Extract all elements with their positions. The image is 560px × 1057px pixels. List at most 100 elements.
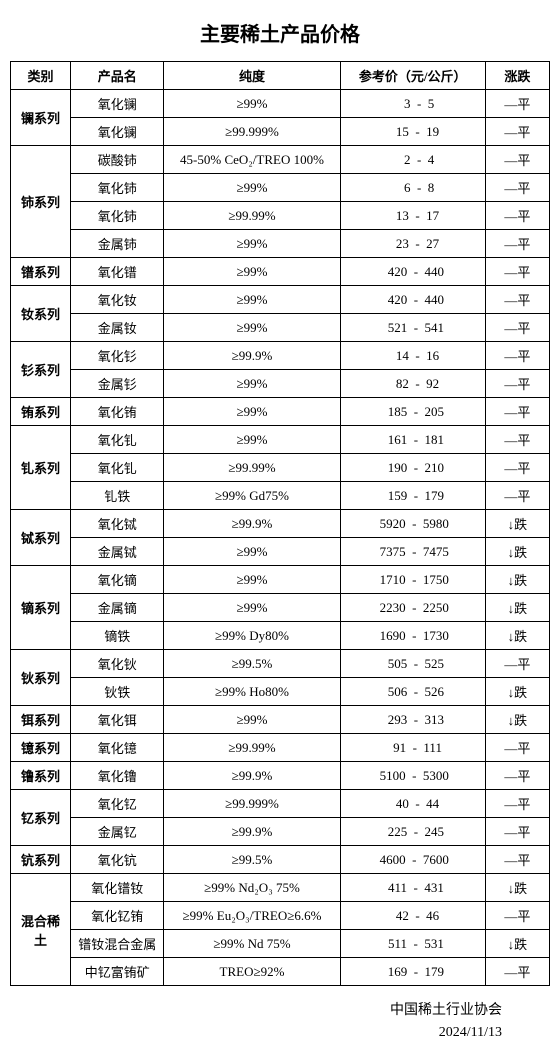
- price-cell: 293 - 313: [340, 706, 485, 734]
- price-cell: 13 - 17: [340, 202, 485, 230]
- price-cell: 4600 - 7600: [340, 846, 485, 874]
- table-row: 镨系列氧化镨≥99% 420 - 440—平: [11, 258, 550, 286]
- footer-org: 中国稀土行业协会: [10, 1000, 502, 1022]
- price-cell: 506 - 526: [340, 678, 485, 706]
- table-row: 镧系列氧化镧≥99% 3 - 5—平: [11, 90, 550, 118]
- footer-date: 2024/11/13: [10, 1022, 502, 1044]
- purity-cell: ≥99.5%: [164, 846, 340, 874]
- purity-cell: ≥99.99%: [164, 454, 340, 482]
- purity-cell: ≥99.9%: [164, 510, 340, 538]
- trend-cell: ↓跌: [485, 706, 549, 734]
- price-cell: 6 - 8: [340, 174, 485, 202]
- table-row: 镥系列氧化镥≥99.9% 5100 - 5300—平: [11, 762, 550, 790]
- price-cell: 1690 - 1730: [340, 622, 485, 650]
- purity-cell: ≥99% Nd 75%: [164, 930, 340, 958]
- purity-cell: ≥99%: [164, 706, 340, 734]
- purity-cell: ≥99%: [164, 286, 340, 314]
- trend-cell: ↓跌: [485, 594, 549, 622]
- trend-cell: ↓跌: [485, 538, 549, 566]
- purity-cell: ≥99.9%: [164, 818, 340, 846]
- product-cell: 氧化镨钕: [71, 874, 164, 902]
- product-cell: 金属镝: [71, 594, 164, 622]
- table-row: 铒系列氧化铒≥99% 293 - 313↓跌: [11, 706, 550, 734]
- price-cell: 42 - 46: [340, 902, 485, 930]
- table-row: 金属钐≥99% 82 - 92—平: [11, 370, 550, 398]
- col-category: 类别: [11, 62, 71, 90]
- price-cell: 15 - 19: [340, 118, 485, 146]
- trend-cell: —平: [485, 314, 549, 342]
- price-cell: 411 - 431: [340, 874, 485, 902]
- category-cell: 混合稀土: [11, 874, 71, 986]
- price-cell: 225 - 245: [340, 818, 485, 846]
- product-cell: 金属钐: [71, 370, 164, 398]
- price-cell: 82 - 92: [340, 370, 485, 398]
- product-cell: 氧化钇: [71, 790, 164, 818]
- purity-cell: 45-50% CeO₂/TREO 100%: [164, 146, 340, 174]
- category-cell: 钐系列: [11, 342, 71, 398]
- category-cell: 镨系列: [11, 258, 71, 286]
- table-row: 氧化镧≥99.999% 15 - 19—平: [11, 118, 550, 146]
- purity-cell: ≥99% Dy80%: [164, 622, 340, 650]
- trend-cell: —平: [485, 762, 549, 790]
- trend-cell: —平: [485, 398, 549, 426]
- price-cell: 5920 - 5980: [340, 510, 485, 538]
- price-cell: 23 - 27: [340, 230, 485, 258]
- purity-cell: ≥99%: [164, 398, 340, 426]
- price-cell: 505 - 525: [340, 650, 485, 678]
- product-cell: 碳酸铈: [71, 146, 164, 174]
- category-cell: 钕系列: [11, 286, 71, 342]
- trend-cell: —平: [485, 258, 549, 286]
- trend-cell: —平: [485, 230, 549, 258]
- price-cell: 161 - 181: [340, 426, 485, 454]
- product-cell: 氧化镧: [71, 90, 164, 118]
- product-cell: 氧化铈: [71, 174, 164, 202]
- trend-cell: —平: [485, 370, 549, 398]
- price-cell: 185 - 205: [340, 398, 485, 426]
- col-trend: 涨跌: [485, 62, 549, 90]
- price-cell: 40 - 44: [340, 790, 485, 818]
- purity-cell: ≥99% Nd₂O₃ 75%: [164, 874, 340, 902]
- price-cell: 7375 - 7475: [340, 538, 485, 566]
- price-cell: 190 - 210: [340, 454, 485, 482]
- price-cell: 91 - 111: [340, 734, 485, 762]
- price-cell: 5100 - 5300: [340, 762, 485, 790]
- purity-cell: ≥99%: [164, 258, 340, 286]
- product-cell: 镝铁: [71, 622, 164, 650]
- category-cell: 铽系列: [11, 510, 71, 566]
- table-row: 金属镝≥99% 2230 - 2250↓跌: [11, 594, 550, 622]
- product-cell: 氧化铽: [71, 510, 164, 538]
- purity-cell: ≥99%: [164, 426, 340, 454]
- trend-cell: —平: [485, 958, 549, 986]
- price-cell: 420 - 440: [340, 286, 485, 314]
- header-row: 类别 产品名 纯度 参考价（元/公斤） 涨跌: [11, 62, 550, 90]
- table-row: 钪系列氧化钪≥99.5% 4600 - 7600—平: [11, 846, 550, 874]
- product-cell: 金属铈: [71, 230, 164, 258]
- product-cell: 钆铁: [71, 482, 164, 510]
- price-cell: 511 - 531: [340, 930, 485, 958]
- table-row: 混合稀土氧化镨钕≥99% Nd₂O₃ 75% 411 - 431↓跌: [11, 874, 550, 902]
- page-title: 主要稀土产品价格: [10, 18, 550, 47]
- trend-cell: —平: [485, 482, 549, 510]
- purity-cell: ≥99%: [164, 594, 340, 622]
- trend-cell: ↓跌: [485, 510, 549, 538]
- price-cell: 1710 - 1750: [340, 566, 485, 594]
- price-cell: 2230 - 2250: [340, 594, 485, 622]
- trend-cell: ↓跌: [485, 678, 549, 706]
- product-cell: 氧化钬: [71, 650, 164, 678]
- product-cell: 氧化钕: [71, 286, 164, 314]
- purity-cell: ≥99%: [164, 90, 340, 118]
- purity-cell: ≥99%: [164, 370, 340, 398]
- table-row: 氧化铈≥99.99% 13 - 17—平: [11, 202, 550, 230]
- price-table: 类别 产品名 纯度 参考价（元/公斤） 涨跌 镧系列氧化镧≥99% 3 - 5—…: [10, 61, 550, 986]
- purity-cell: ≥99%: [164, 174, 340, 202]
- table-row: 氧化钇铕≥99% Eu₂O₃/TREO≥6.6% 42 - 46—平: [11, 902, 550, 930]
- table-row: 镱系列氧化镱≥99.99% 91 - 111—平: [11, 734, 550, 762]
- footer: 中国稀土行业协会 2024/11/13: [10, 1000, 550, 1045]
- category-cell: 钆系列: [11, 426, 71, 510]
- trend-cell: —平: [485, 426, 549, 454]
- price-cell: 420 - 440: [340, 258, 485, 286]
- price-cell: 2 - 4: [340, 146, 485, 174]
- trend-cell: —平: [485, 174, 549, 202]
- purity-cell: ≥99% Ho80%: [164, 678, 340, 706]
- category-cell: 铒系列: [11, 706, 71, 734]
